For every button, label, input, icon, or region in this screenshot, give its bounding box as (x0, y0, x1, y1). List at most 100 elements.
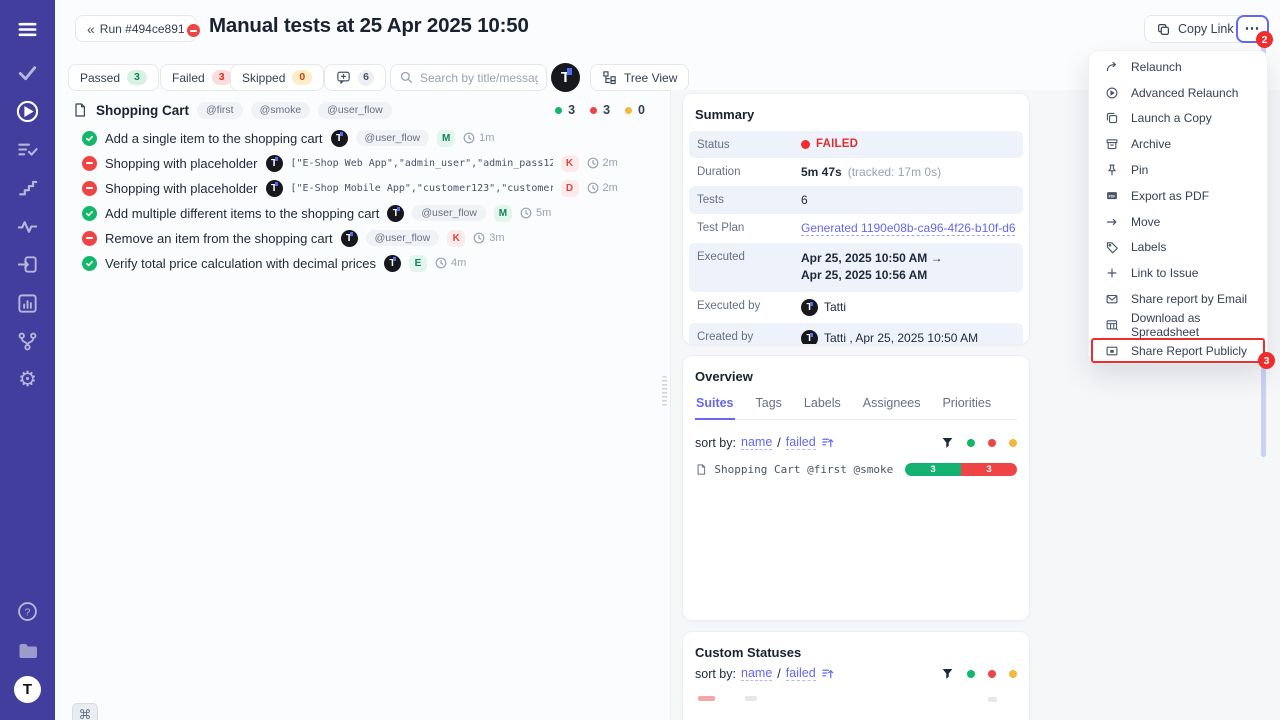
duration-tracked: (tracked: 17m 0s) (847, 165, 942, 179)
pin-icon (1108, 164, 1116, 176)
sort-ascending-icon (821, 438, 834, 448)
run-failed-status-icon (187, 24, 200, 37)
suite-tag[interactable]: @first (197, 102, 243, 119)
menu-item-launch-a-copy[interactable]: Launch a Copy (1089, 106, 1267, 132)
menu-item-share-report-by-email[interactable]: Share report by Email (1089, 286, 1267, 312)
summary-heading: Summary (695, 107, 755, 122)
tab-priorities[interactable]: Priorities (942, 396, 992, 410)
test-row[interactable]: Verify total price calculation with deci… (82, 252, 657, 274)
filter-passed-button[interactable]: Passed 3 (68, 64, 159, 91)
suite-file-icon (75, 103, 85, 117)
passed-legend-dot[interactable] (967, 438, 975, 447)
test-row[interactable]: Shopping with placeholder T ["E-Shop Web… (82, 152, 657, 174)
menu-item-archive[interactable]: Archive (1089, 131, 1267, 157)
passed-legend-dot[interactable] (967, 669, 975, 678)
sort-by-name-link[interactable]: name (741, 666, 773, 681)
tab-assignees[interactable]: Assignees (862, 396, 921, 410)
suite-header[interactable]: Shopping Cart @first @smoke @user_flow 3… (72, 102, 645, 119)
search-input[interactable] (390, 64, 547, 91)
test-tag[interactable]: @user_flow (412, 204, 486, 222)
menu-item-export-as-pdf[interactable]: PDF Export as PDF (1089, 183, 1267, 209)
summary-row-test-plan: Test Plan Generated 1190e08b-ca96-4f26-b… (697, 221, 1015, 236)
failed-legend-dot[interactable] (988, 669, 996, 678)
suite-tag[interactable]: @user_flow (318, 102, 392, 119)
tree-view-toggle[interactable]: Tree View (590, 64, 690, 91)
keyboard-shortcut-button[interactable]: ⌘ (72, 703, 98, 720)
page-title: Manual tests at 25 Apr 2025 10:50 (209, 14, 529, 37)
comments-filter-button[interactable]: 6 (324, 64, 386, 91)
settings-gear-icon[interactable]: ⚙ (18, 367, 37, 391)
suite-skipped-count: 0 (638, 103, 645, 118)
copy-icon (1106, 113, 1118, 124)
overview-suite-row[interactable]: Shopping Cart @first @smoke … 3 3 (695, 463, 1017, 476)
skipped-legend-dot[interactable] (1009, 438, 1017, 447)
tab-tags[interactable]: Tags (755, 396, 782, 410)
custom-statuses-sort-row: sort by: name / failed (695, 666, 1017, 681)
suite-tag[interactable]: @smoke (250, 102, 311, 119)
test-row[interactable]: Add multiple different items to the shop… (82, 202, 657, 224)
test-example-data: ["E-Shop Web App","admin_user","admin_pa… (290, 157, 553, 169)
sort-by-failed-link[interactable]: failed (785, 435, 816, 450)
test-duration: 5m (520, 207, 551, 219)
test-duration: 3m (473, 232, 505, 244)
passed-dot (555, 106, 563, 114)
suite-name: Shopping Cart (96, 102, 189, 118)
menu-item-pin[interactable]: Pin (1089, 157, 1267, 183)
menu-item-move[interactable]: Move (1089, 209, 1267, 235)
tests-value: 6 (801, 193, 808, 207)
branches-nav-icon[interactable] (0, 330, 55, 353)
profile-avatar[interactable]: T (0, 676, 55, 703)
sort-by-name-link[interactable]: name (741, 435, 773, 450)
test-plan-link[interactable]: Generated 1190e08b-ca96-4f26-b10f-d6dc..… (801, 221, 1015, 236)
clock-icon (587, 157, 598, 169)
test-row[interactable]: Remove an item from the shopping cart T … (82, 227, 657, 249)
test-row[interactable]: Shopping with placeholder T ["E-Shop Mob… (82, 177, 657, 199)
filter-funnel-icon[interactable] (941, 667, 954, 680)
copy-link-label: Copy Link (1178, 22, 1234, 36)
projects-folder-icon[interactable] (0, 639, 55, 663)
menu-item-link-to-issue[interactable]: Link to Issue (1089, 260, 1267, 286)
copy-link-button[interactable]: Copy Link (1144, 15, 1246, 43)
more-actions-button[interactable]: ⋯ (1236, 15, 1269, 43)
tab-suites[interactable]: Suites (695, 393, 735, 420)
results-bar: 3 3 (905, 463, 1017, 476)
test-row[interactable]: Add a single item to the shopping cart T… (82, 127, 657, 149)
steps-nav-icon[interactable] (0, 176, 55, 198)
menu-icon[interactable] (0, 18, 55, 41)
menu-item-advanced-relaunch[interactable]: Advanced Relaunch (1089, 80, 1267, 106)
test-title: Add multiple different items to the shop… (105, 205, 380, 221)
pulse-nav-icon[interactable] (0, 215, 55, 238)
back-to-run-button[interactable]: « Run #494ce891 (75, 15, 197, 42)
help-icon[interactable]: ? (0, 600, 55, 623)
copy-icon (1158, 23, 1169, 35)
analytics-nav-icon[interactable] (0, 292, 55, 315)
test-letter-badge: K (447, 229, 466, 247)
failed-label: Failed (172, 70, 205, 85)
checks-nav-icon[interactable] (0, 61, 55, 84)
filter-failed-button[interactable]: Failed 3 (160, 64, 244, 91)
more-actions-menu: Relaunch Advanced Relaunch Launch a Copy… (1088, 50, 1275, 369)
menu-item-download-as-spreadsheet[interactable]: Download as Spreadsheet (1089, 311, 1267, 339)
clock-icon (587, 182, 598, 194)
skipped-legend-dot[interactable] (1009, 669, 1017, 678)
filter-funnel-icon[interactable] (941, 436, 954, 449)
run-label: Run #494ce891 (99, 21, 185, 36)
test-tag[interactable]: @user_flow (365, 229, 440, 247)
list-scrollbar[interactable] (662, 376, 667, 406)
sort-by-failed-link[interactable]: failed (785, 666, 816, 681)
import-nav-icon[interactable] (0, 253, 55, 276)
runs-nav-icon[interactable] (0, 99, 55, 124)
filter-skipped-button[interactable]: Skipped 0 (230, 64, 325, 91)
logo-avatar[interactable]: T (551, 63, 580, 92)
search-icon (400, 71, 413, 84)
menu-item-relaunch[interactable]: Relaunch (1089, 54, 1267, 80)
test-tag[interactable]: @user_flow (355, 129, 430, 147)
failed-legend-dot[interactable] (988, 438, 996, 447)
menu-item-share-report-publicly[interactable]: Share Report Publicly (1089, 338, 1267, 364)
test-list-nav-icon[interactable] (0, 138, 55, 161)
menu-item-labels[interactable]: Labels (1089, 235, 1267, 261)
tab-labels[interactable]: Labels (803, 396, 841, 410)
summary-row-created-by: Created by T Tatti , Apr 25, 2025 10:50 A… (689, 322, 1023, 344)
status-value: FAILED (816, 138, 859, 150)
failed-dot (590, 106, 598, 114)
